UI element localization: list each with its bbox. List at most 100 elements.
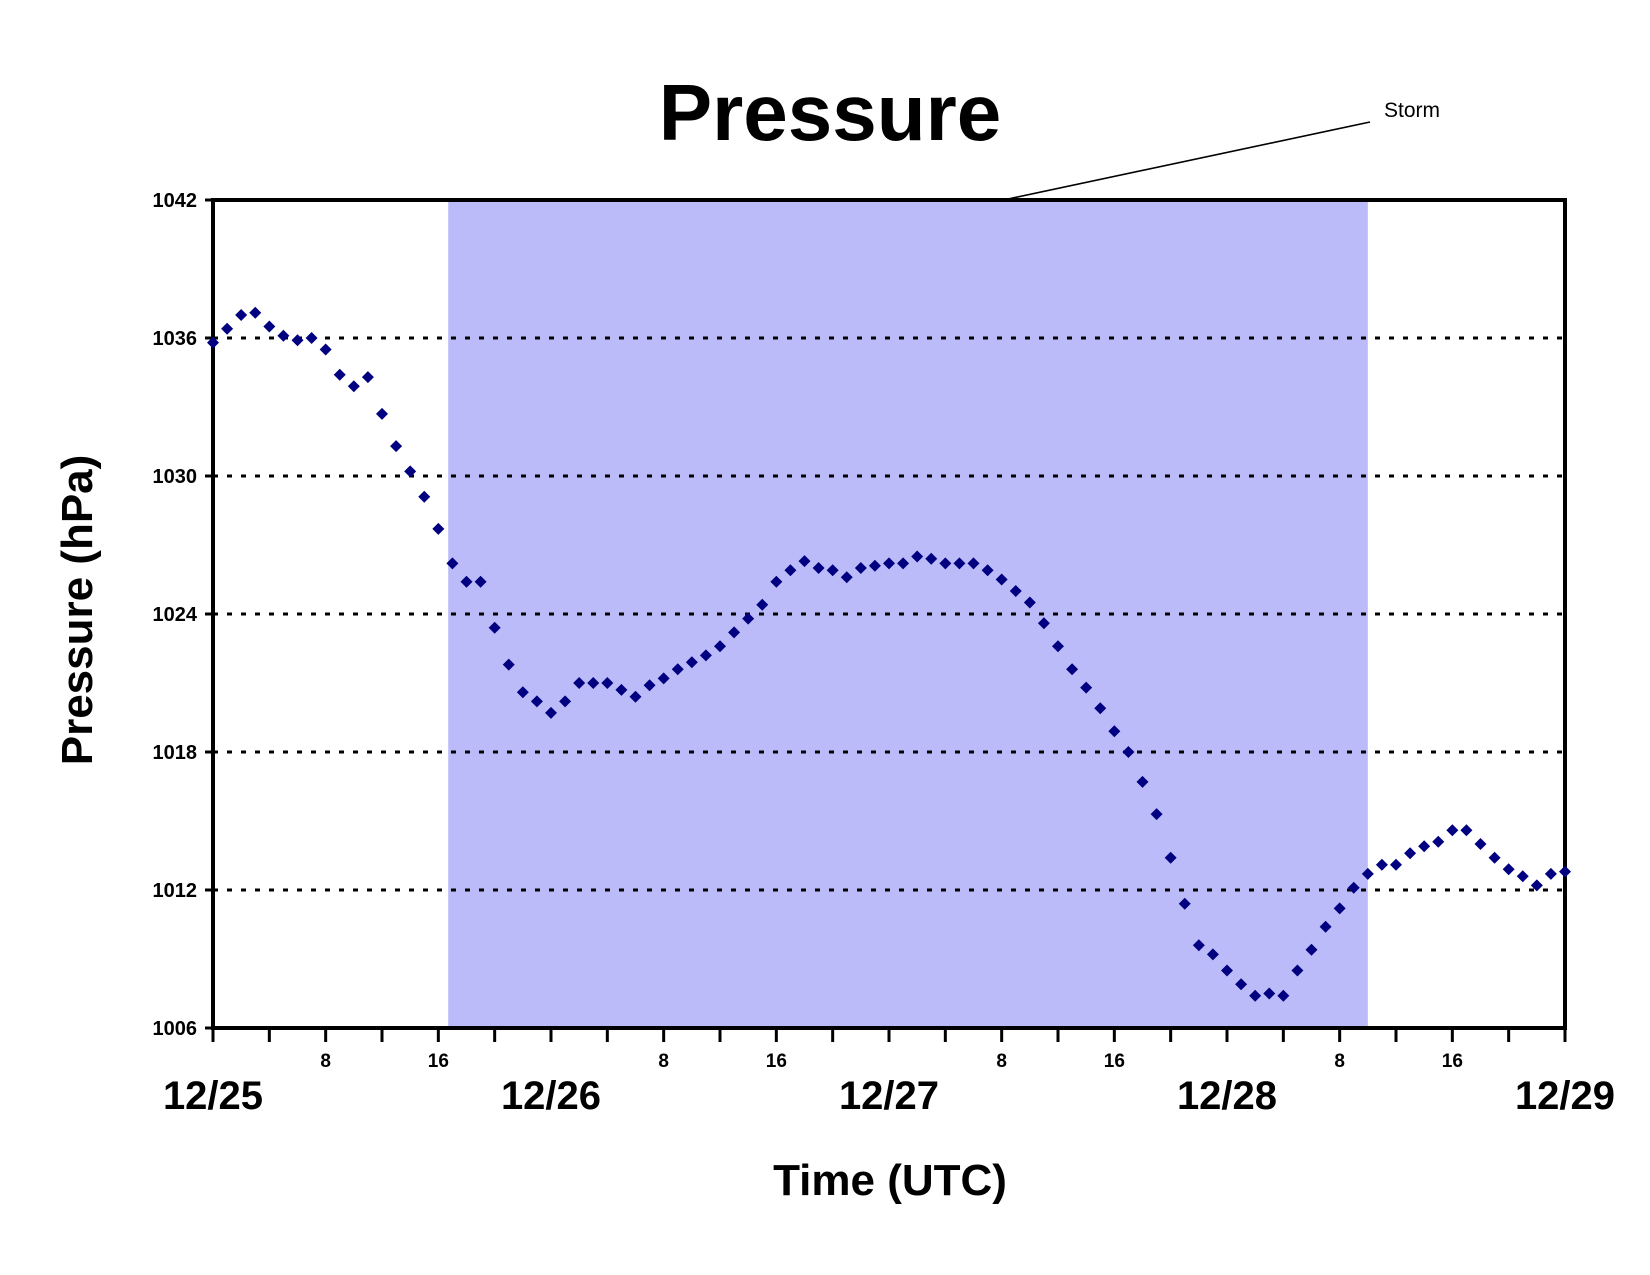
y-axis-title: Pressure (hPa) — [53, 455, 102, 766]
data-point — [1122, 746, 1135, 758]
data-point — [488, 621, 501, 634]
y-tick-label: 1036 — [153, 328, 198, 350]
data-point — [221, 322, 234, 335]
x-hour-label: 8 — [996, 1051, 1007, 1072]
x-hour-label: 16 — [1104, 1051, 1125, 1072]
data-point — [1164, 851, 1177, 864]
data-point — [770, 575, 783, 588]
data-point — [854, 562, 867, 574]
data-point — [699, 649, 712, 662]
data-point — [1333, 902, 1346, 915]
data-point — [263, 320, 276, 333]
data-point — [615, 683, 628, 696]
data-point — [1375, 858, 1388, 871]
data-point — [995, 573, 1008, 586]
data-point — [418, 490, 431, 503]
x-date-label: 12/29 — [1515, 1074, 1615, 1118]
data-point — [1052, 640, 1064, 653]
data-point — [981, 564, 994, 577]
data-point — [714, 640, 726, 653]
data-point — [545, 706, 557, 719]
data-point — [305, 332, 318, 344]
data-point — [911, 550, 924, 563]
data-point — [1361, 867, 1374, 880]
data-point — [502, 658, 515, 671]
x-axis-title: Time (UTC) — [773, 1156, 1007, 1205]
data-point — [1108, 725, 1121, 738]
data-point — [1559, 865, 1571, 878]
data-point — [249, 306, 262, 319]
x-hour-label: 8 — [1334, 1051, 1345, 1072]
data-point — [347, 380, 360, 393]
y-tick-label: 1024 — [153, 604, 198, 626]
data-point — [1263, 987, 1276, 1000]
data-point — [376, 407, 388, 420]
x-date-label: 12/28 — [1177, 1074, 1277, 1118]
data-point — [643, 679, 656, 692]
data-point — [1235, 978, 1248, 991]
data-point — [460, 575, 473, 588]
data-point — [1474, 838, 1487, 850]
text-layer: Pressure Time (UTC) Pressure (hPa) Storm — [53, 68, 1440, 1205]
data-point — [812, 562, 825, 574]
gridline-layer — [213, 336, 1565, 892]
data-point — [883, 557, 895, 570]
y-tick-label: 1030 — [153, 466, 198, 488]
data-point — [1446, 824, 1459, 837]
data-point — [742, 612, 755, 625]
data-point — [1080, 681, 1093, 694]
data-point — [1206, 948, 1219, 961]
data-point — [1249, 989, 1262, 1002]
x-hour-label: 16 — [1442, 1051, 1463, 1072]
x-date-label: 12/25 — [163, 1074, 263, 1118]
data-point — [826, 564, 839, 577]
data-point — [1390, 858, 1402, 871]
data-point — [432, 522, 445, 535]
data-point — [559, 695, 572, 708]
chart-title: Pressure — [659, 68, 1001, 157]
data-point — [798, 555, 811, 568]
data-point — [1432, 835, 1445, 848]
y-tick-label: 1042 — [153, 190, 198, 212]
data-point — [601, 677, 614, 689]
data-point — [1037, 617, 1050, 630]
data-point — [235, 309, 248, 321]
data-point — [390, 440, 403, 453]
storm-leader-line — [1007, 121, 1371, 200]
x-date-label: 12/26 — [501, 1074, 601, 1118]
storm-shaded-region — [448, 200, 1368, 1028]
data-point — [1192, 939, 1205, 952]
data-point — [657, 672, 670, 685]
data-point — [840, 571, 853, 584]
data-point — [361, 371, 374, 384]
data-point — [784, 564, 797, 577]
data-point — [404, 465, 417, 478]
data-point — [1544, 867, 1557, 880]
data-point — [1516, 870, 1529, 883]
data-point — [1530, 879, 1543, 892]
y-tick-label: 1018 — [153, 742, 198, 764]
data-point — [277, 329, 290, 342]
data-point — [446, 557, 459, 570]
data-point — [897, 557, 910, 570]
storm-region-layer — [448, 200, 1368, 1028]
data-point — [629, 690, 642, 703]
data-point-layer — [207, 306, 1571, 1002]
x-hour-label: 16 — [766, 1051, 787, 1072]
data-point — [1502, 863, 1515, 876]
data-point — [1488, 851, 1501, 864]
data-point — [1221, 964, 1233, 977]
data-point — [1009, 585, 1022, 597]
data-point — [573, 677, 586, 689]
data-point — [474, 575, 487, 588]
data-point — [939, 557, 952, 570]
data-point — [333, 368, 346, 381]
data-point — [1347, 881, 1360, 894]
axis-tick-layer: 1006 1012 1018 1024 1030 1036 1042 8 16 8 16 8 16 8 16… — [153, 190, 1616, 1118]
x-hour-label: 8 — [658, 1051, 669, 1072]
data-point — [1094, 702, 1107, 715]
data-point — [1178, 897, 1191, 910]
data-point — [1319, 920, 1332, 933]
